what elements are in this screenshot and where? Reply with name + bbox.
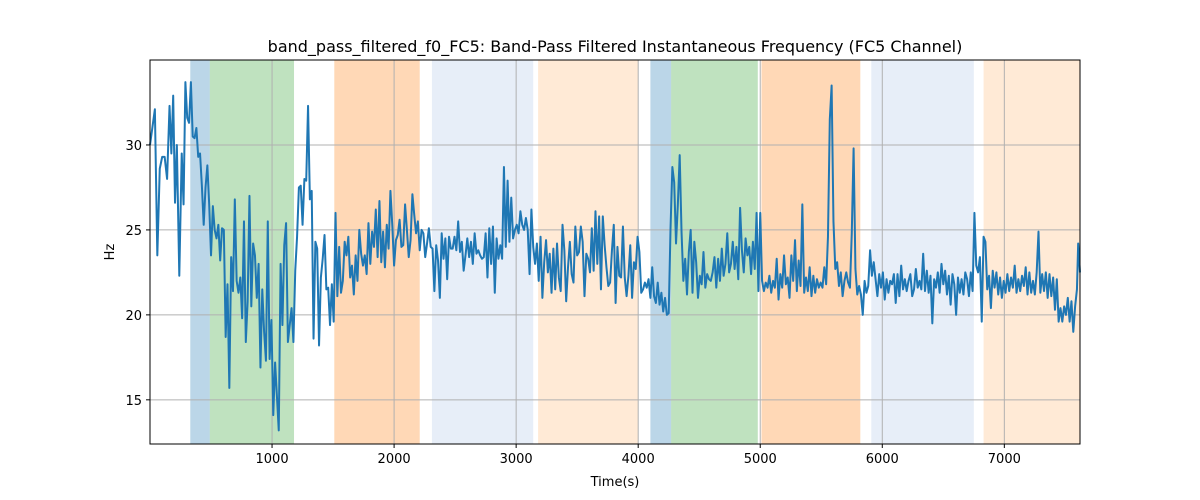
y-tick-label: 30 (125, 139, 142, 154)
y-tick-label: 15 (125, 394, 142, 409)
y-tick-label: 25 (125, 224, 142, 239)
y-axis-ticks: 15 20 25 30 (125, 139, 150, 409)
highlight-band-9 (871, 60, 974, 444)
x-tick-label: 3000 (500, 452, 533, 467)
x-tick-label: 2000 (378, 452, 411, 467)
x-tick-label: 7000 (988, 452, 1021, 467)
highlight-band-7 (671, 60, 758, 444)
y-axis-label: Hz (103, 244, 118, 261)
x-tick-label: 5000 (744, 452, 777, 467)
x-tick-label: 1000 (256, 452, 289, 467)
highlight-band-10 (983, 60, 1080, 444)
plot-frame (149, 59, 1081, 445)
y-tick-label: 20 (125, 309, 142, 324)
x-axis-label: Time(s) (590, 475, 640, 490)
x-tick-label: 6000 (866, 452, 899, 467)
highlight-band-1 (190, 60, 210, 444)
chart-title: band_pass_filtered_f0_FC5: Band-Pass Fil… (268, 37, 963, 57)
x-tick-label: 4000 (622, 452, 655, 467)
highlight-band-6 (650, 60, 672, 444)
series-line-1 (149, 81, 1081, 432)
x-axis-ticks: 1000 2000 3000 4000 5000 6000 7000 (256, 444, 1021, 467)
series-layer (149, 81, 1081, 432)
highlight-band-4 (431, 60, 534, 444)
highlight-band-8 (761, 60, 861, 444)
